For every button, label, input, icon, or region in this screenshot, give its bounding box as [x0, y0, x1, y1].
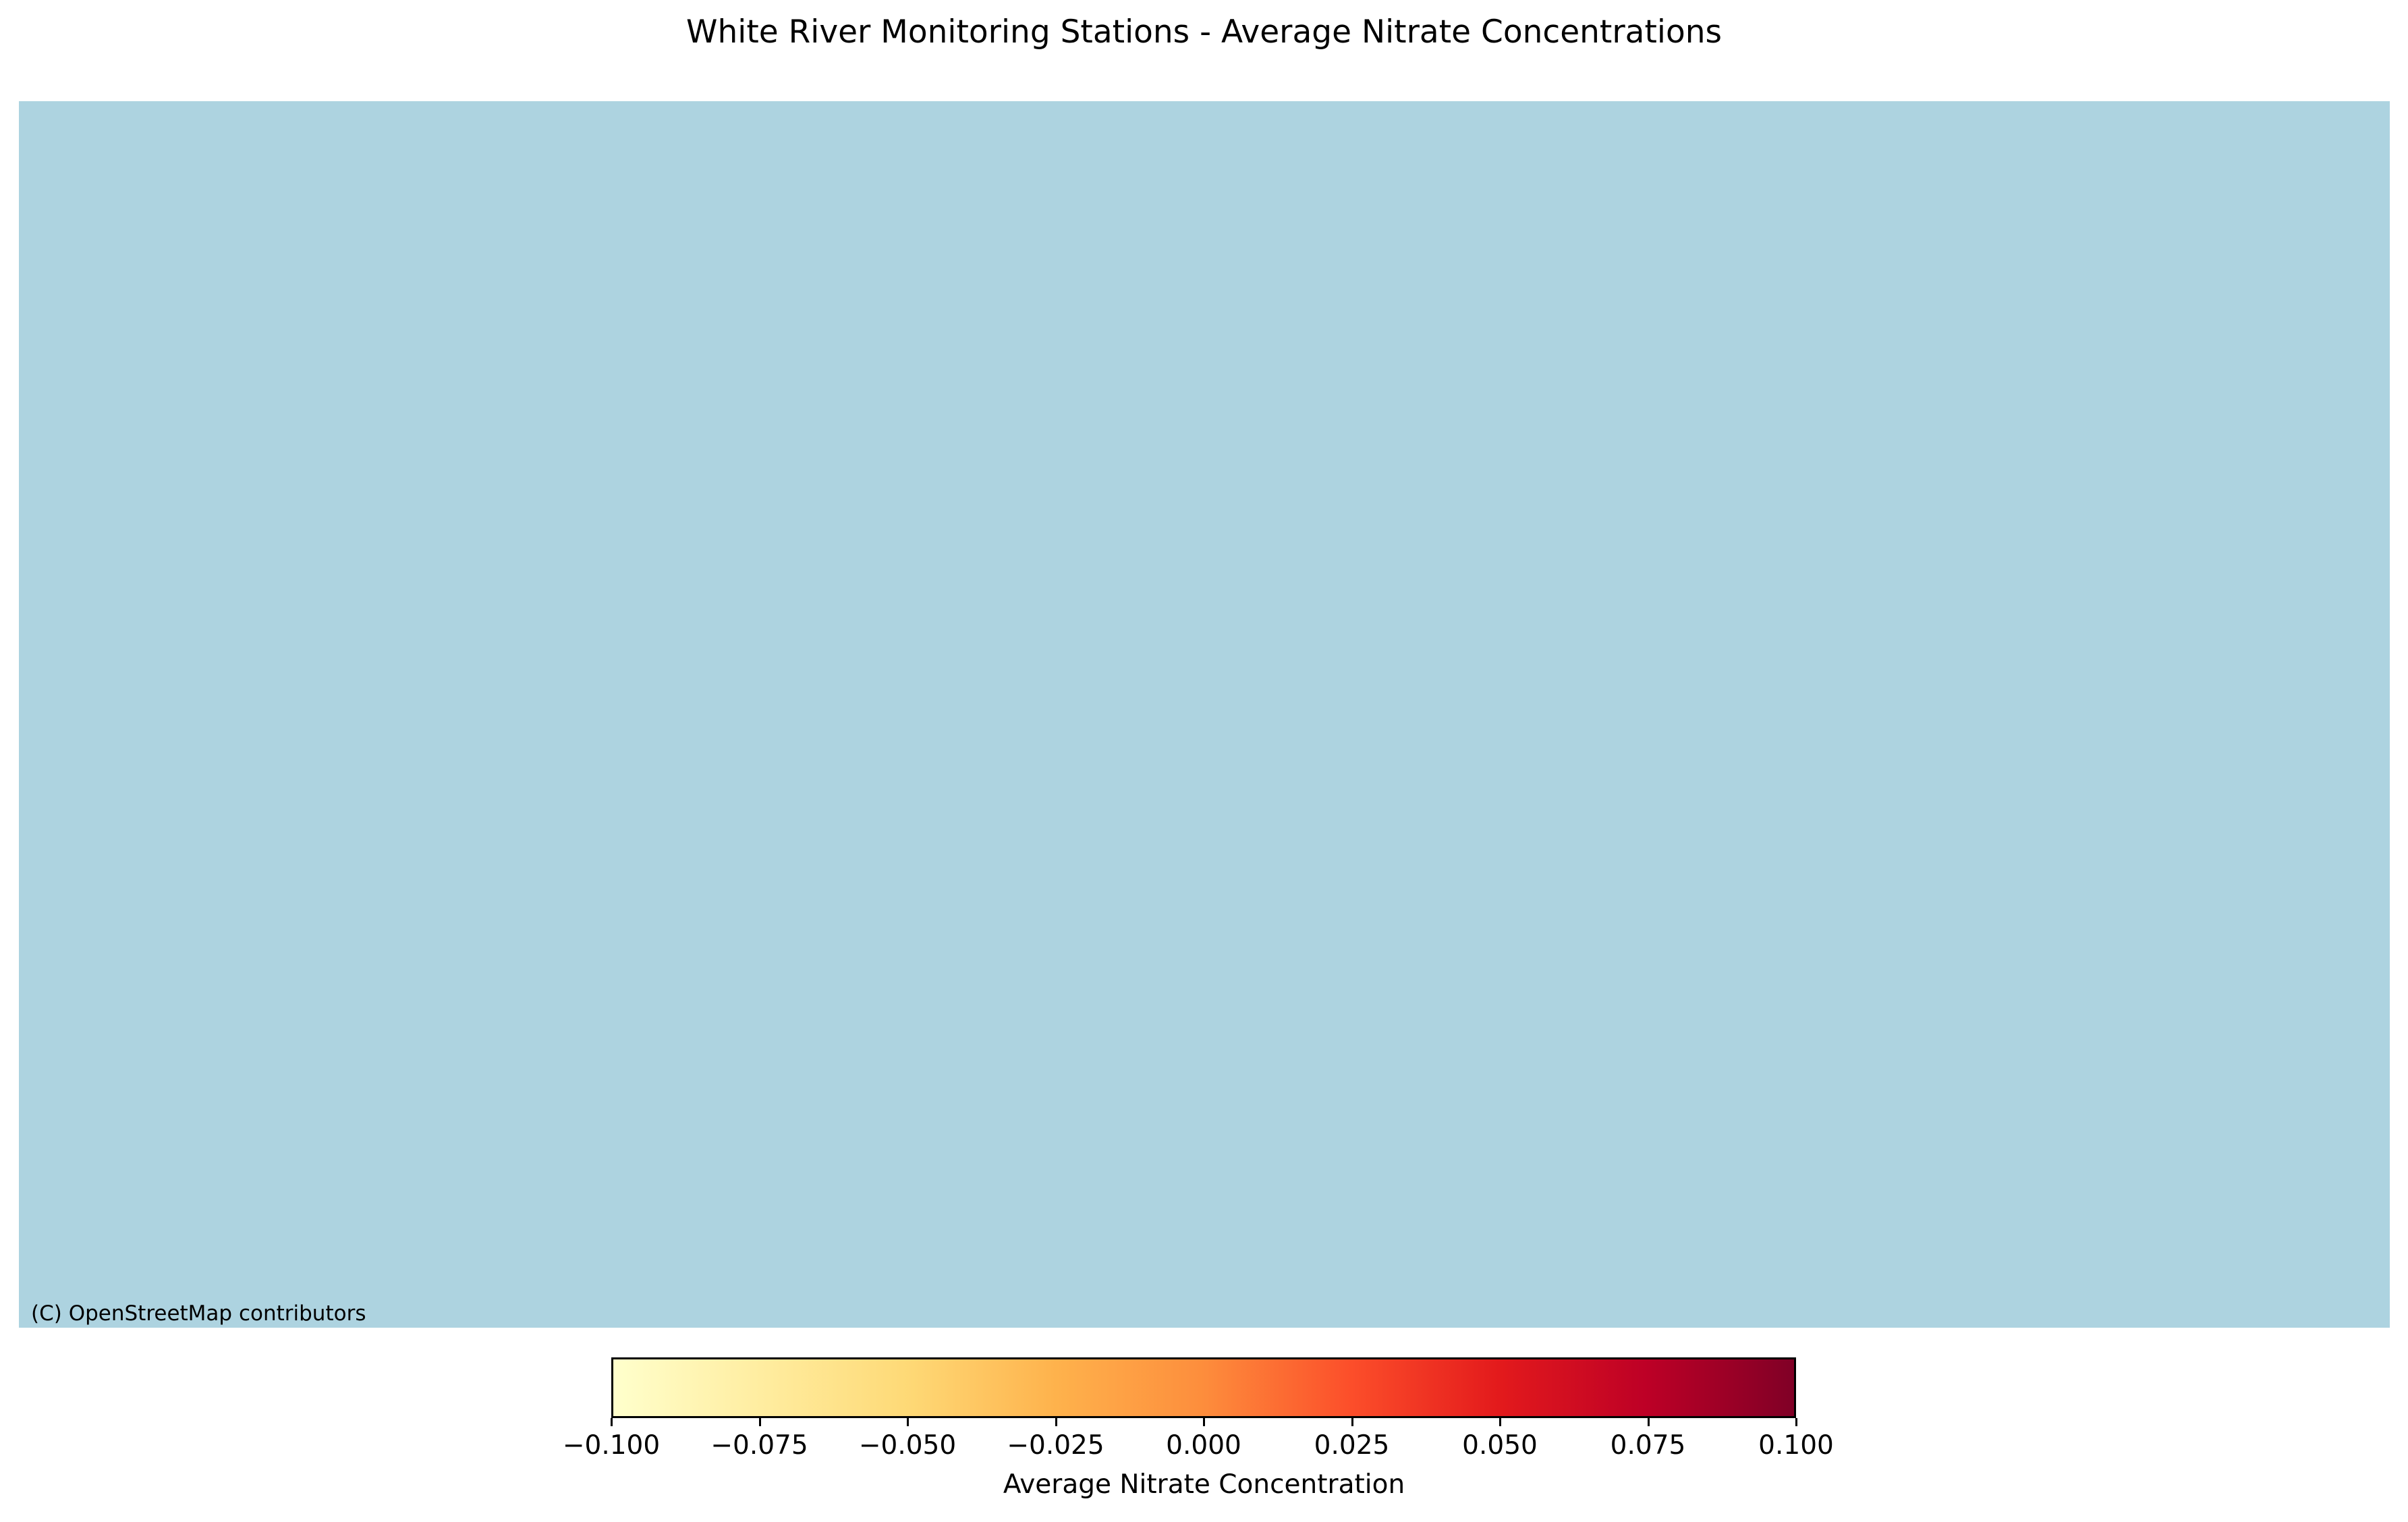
colorbar-tick-label: 0.050: [1462, 1430, 1538, 1461]
map-attribution: (C) OpenStreetMap contributors: [31, 1301, 366, 1326]
colorbar-tick-mark: [1055, 1418, 1057, 1426]
colorbar-tick-mark: [1351, 1418, 1353, 1426]
colorbar-tick-label: −0.025: [1007, 1430, 1104, 1461]
map-title: White River Monitoring Stations - Averag…: [686, 13, 1722, 51]
colorbar-tick-label: 0.075: [1610, 1430, 1686, 1461]
colorbar-tick-mark: [1647, 1418, 1650, 1426]
map-panel[interactable]: (C) OpenStreetMap contributors: [19, 101, 2390, 1328]
colorbar-tick-label: 0.000: [1166, 1430, 1241, 1461]
colorbar-tick-label: 0.025: [1314, 1430, 1390, 1461]
colorbar-tick-mark: [758, 1418, 761, 1426]
colorbar-tick-mark: [1499, 1418, 1501, 1426]
colorbar-tick-mark: [1203, 1418, 1205, 1426]
colorbar-label: Average Nitrate Concentration: [1003, 1469, 1405, 1500]
colorbar-tick-mark: [611, 1418, 613, 1426]
colorbar-tick-mark: [1795, 1418, 1797, 1426]
colorbar-tick-label: −0.100: [562, 1430, 661, 1461]
colorbar: [611, 1357, 1796, 1418]
colorbar-tick-label: 0.100: [1758, 1430, 1834, 1461]
colorbar-tick-label: −0.050: [858, 1430, 957, 1461]
colorbar-tick-mark: [907, 1418, 909, 1426]
colorbar-tick-label: −0.075: [710, 1430, 808, 1461]
